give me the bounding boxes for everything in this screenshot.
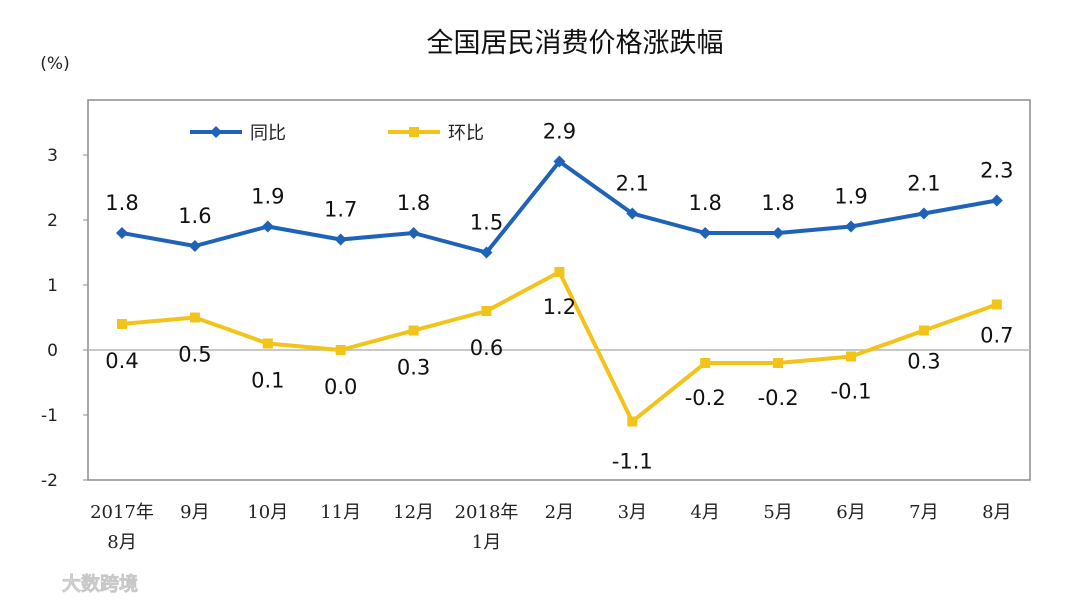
series-point-1 bbox=[773, 358, 784, 368]
series-point-1 bbox=[189, 312, 200, 323]
data-label-series-0: 1.8 bbox=[688, 191, 721, 215]
data-label-series-0: 1.5 bbox=[470, 211, 503, 235]
x-tick-label: 5月 bbox=[763, 502, 792, 523]
y-tick-label: 3 bbox=[47, 146, 58, 166]
x-tick-label: 4月 bbox=[690, 502, 719, 523]
data-label-series-0: 2.3 bbox=[980, 159, 1013, 183]
data-label-series-0: 1.9 bbox=[834, 185, 867, 209]
legend-label: 同比 bbox=[250, 123, 286, 144]
series-point-1 bbox=[991, 299, 1002, 310]
x-tick-label: 3月 bbox=[618, 502, 647, 523]
x-tick-label: 9月 bbox=[180, 502, 209, 523]
series-layer bbox=[116, 155, 1003, 427]
legend-swatch-marker bbox=[210, 126, 222, 138]
x-tick-label: 2018年 bbox=[455, 502, 519, 523]
x-tick-label: 12月 bbox=[393, 502, 434, 523]
x-tick-label: 8月 bbox=[982, 502, 1011, 523]
x-tick-label-line2: 8月 bbox=[107, 532, 136, 553]
chart-title: 全国居民消费价格涨跌幅 bbox=[427, 28, 724, 59]
series-point-0 bbox=[990, 194, 1003, 207]
series-point-1 bbox=[554, 267, 565, 277]
y-tick-label: -1 bbox=[41, 406, 58, 426]
data-label-series-1: 0.0 bbox=[324, 375, 357, 399]
series-point-0 bbox=[917, 207, 930, 220]
series-point-1 bbox=[846, 351, 856, 362]
data-label-series-0: 1.8 bbox=[105, 191, 138, 215]
x-tick-label: 11月 bbox=[320, 502, 361, 523]
data-label-series-1: 1.2 bbox=[543, 295, 576, 319]
x-tick-label: 2月 bbox=[545, 502, 574, 523]
series-point-0 bbox=[261, 220, 274, 233]
y-tick-label: 2 bbox=[47, 211, 58, 231]
series-point-0 bbox=[407, 227, 420, 239]
y-tick-label: 0 bbox=[47, 341, 58, 361]
data-label-series-1: -0.2 bbox=[758, 386, 799, 410]
data-label-series-1: 0.4 bbox=[105, 349, 138, 373]
data-label-series-1: 0.6 bbox=[470, 336, 503, 360]
data-label-series-1: -0.2 bbox=[685, 386, 726, 410]
series-point-0 bbox=[553, 155, 566, 168]
x-tick-label: 2017年 bbox=[90, 502, 154, 523]
legend-label: 环比 bbox=[448, 123, 484, 144]
x-tick-label: 7月 bbox=[909, 502, 938, 523]
y-tick-label: -2 bbox=[41, 471, 58, 491]
data-label-series-0: 1.8 bbox=[397, 191, 430, 215]
series-point-0 bbox=[626, 207, 639, 220]
data-label-series-1: -1.1 bbox=[612, 450, 653, 474]
y-tick-labels: 3 2 1 0 -1 -2 bbox=[41, 146, 88, 491]
series-point-0 bbox=[480, 246, 493, 259]
legend-swatch-marker bbox=[409, 127, 419, 137]
series-point-1 bbox=[918, 325, 929, 336]
x-tick-label: 10月 bbox=[247, 502, 288, 523]
data-label-series-0: 1.9 bbox=[251, 185, 284, 209]
data-label-series-0: 2.1 bbox=[616, 172, 649, 196]
series-point-1 bbox=[627, 416, 638, 427]
legend: 同比 环比 bbox=[190, 123, 484, 144]
y-tick-label: 1 bbox=[47, 276, 58, 296]
data-label-series-0: 2.9 bbox=[543, 120, 576, 144]
series-point-0 bbox=[772, 227, 785, 239]
series-point-0 bbox=[116, 227, 128, 239]
x-tick-labels: 2017年 8月 9月 10月 11月 12月 2018年 1月 2月 3月 4月 5月 6月 7月 8月 bbox=[90, 502, 1011, 553]
x-tick-label: 6月 bbox=[836, 502, 865, 523]
data-label-series-0: 1.8 bbox=[761, 191, 794, 215]
plot-frame bbox=[87, 99, 1031, 481]
data-label-series-1: 0.3 bbox=[907, 350, 940, 374]
series-point-1 bbox=[408, 325, 419, 336]
series-point-0 bbox=[699, 227, 712, 239]
watermark-text: 大数跨境 bbox=[62, 572, 138, 595]
series-point-1 bbox=[481, 306, 492, 316]
data-label-series-0: 1.7 bbox=[324, 198, 357, 222]
series-point-0 bbox=[188, 240, 201, 252]
series-point-0 bbox=[845, 220, 857, 233]
data-label-series-0: 1.6 bbox=[178, 204, 211, 228]
series-point-1 bbox=[335, 345, 346, 355]
watermark: 大数跨境 bbox=[10, 569, 138, 595]
data-label-series-0: 2.1 bbox=[907, 172, 940, 196]
watermark-logo-icon bbox=[10, 569, 58, 595]
series-point-0 bbox=[334, 233, 347, 246]
series-point-1 bbox=[262, 338, 273, 349]
data-label-series-1: 0.3 bbox=[397, 356, 430, 380]
data-labels-layer: 1.8 1.6 1.9 1.7 1.8 1.5 2.9 2.1 1.8 1.8 1.9 2.1 2.3 0… bbox=[105, 120, 1013, 474]
data-label-series-1: 0.7 bbox=[980, 324, 1013, 348]
x-tick-label-line2: 1月 bbox=[472, 532, 501, 553]
data-label-series-1: 0.5 bbox=[178, 343, 211, 367]
data-label-series-1: 0.1 bbox=[251, 369, 284, 393]
data-label-series-1: -0.1 bbox=[831, 380, 872, 404]
series-point-1 bbox=[700, 358, 711, 368]
y-axis-unit-label: (%) bbox=[40, 54, 69, 74]
series-point-1 bbox=[117, 319, 127, 329]
